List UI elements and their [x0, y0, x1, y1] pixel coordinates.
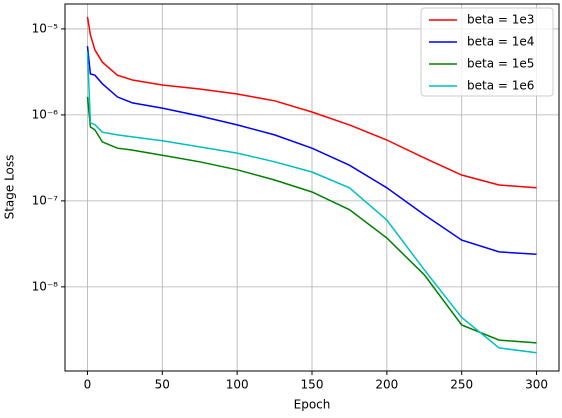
x-tick-label: 150: [301, 378, 324, 392]
x-tick-label: 0: [84, 378, 92, 392]
series-line: [86, 46, 537, 255]
legend-label: beta = 1e6: [467, 79, 534, 93]
legend: beta = 1e3 beta = 1e4 beta = 1e5 beta = 1e6: [420, 7, 554, 97]
series-line: [86, 16, 537, 189]
legend-label: beta = 1e4: [467, 35, 534, 49]
x-axis-label: Epoch: [294, 398, 331, 412]
y-axis-label: Stage Loss: [3, 155, 17, 220]
legend-label: beta = 1e3: [467, 13, 534, 27]
y-tick-label: 10⁻⁵: [32, 21, 59, 35]
series-line: [86, 51, 537, 354]
x-tick-label: 250: [450, 378, 473, 392]
x-tick-label: 50: [155, 378, 170, 392]
x-tick-label: 200: [375, 378, 398, 392]
x-tick-label: 300: [525, 378, 548, 392]
legend-label: beta = 1e5: [467, 57, 534, 71]
y-tick-label: 10⁻⁸: [32, 279, 59, 293]
series-line: [86, 96, 537, 344]
x-tick-label: 100: [226, 378, 249, 392]
y-tick-label: 10⁻⁷: [32, 193, 59, 207]
legend-box: [420, 7, 554, 97]
y-tick-label: 10⁻⁶: [32, 107, 59, 121]
